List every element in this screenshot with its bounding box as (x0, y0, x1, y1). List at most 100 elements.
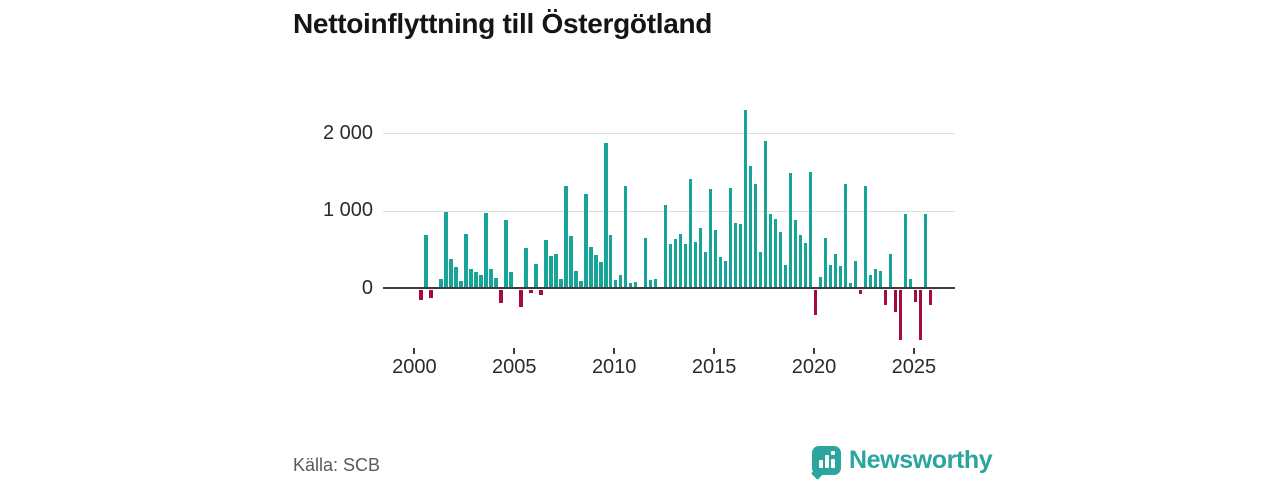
data-bar (818, 277, 823, 288)
data-bar (588, 246, 593, 288)
y-axis-label: 1 000 (322, 199, 373, 222)
data-bar (538, 290, 543, 296)
data-bar (673, 239, 678, 288)
data-bar (553, 253, 558, 288)
data-bar (683, 243, 688, 288)
data-bar (593, 255, 598, 288)
data-bar (733, 222, 738, 288)
data-bar (499, 290, 503, 304)
data-bar (509, 272, 513, 288)
x-axis-tick (513, 348, 516, 354)
data-bar (459, 280, 463, 288)
data-bar (833, 253, 838, 288)
data-bar (603, 142, 608, 288)
data-bar (868, 274, 873, 288)
x-axis-label: 2020 (791, 356, 837, 378)
data-bar (474, 272, 478, 288)
data-bar (748, 166, 753, 288)
data-bar (718, 256, 723, 288)
data-bar (454, 267, 458, 288)
data-bar (873, 268, 878, 288)
data-bar (558, 279, 563, 288)
data-bar (543, 239, 548, 288)
data-bar (623, 186, 628, 288)
data-bar (469, 268, 473, 288)
data-bar (848, 282, 853, 288)
data-bar (878, 270, 883, 288)
data-bar (738, 224, 743, 288)
y-axis-label: 0 (361, 277, 373, 299)
data-bar (563, 186, 568, 288)
data-bar (788, 173, 793, 288)
data-bar (908, 279, 913, 288)
data-bar (898, 290, 903, 341)
data-bar (813, 290, 818, 315)
speech-bubble-tail (811, 466, 824, 480)
x-axis-tick (413, 348, 416, 354)
data-bar (773, 218, 778, 288)
data-bar (763, 141, 768, 288)
data-bar (918, 290, 923, 341)
data-bar (678, 234, 683, 288)
data-bar (613, 280, 618, 288)
data-bar (583, 194, 588, 288)
data-bar (653, 279, 658, 288)
data-bar (778, 232, 783, 288)
data-bar (578, 280, 583, 288)
data-bar (484, 212, 488, 288)
data-bar (823, 237, 828, 288)
data-bar (768, 214, 773, 288)
data-bar (708, 188, 713, 288)
data-bar (693, 241, 698, 288)
plot-area: 2000 2005 2010 2015 2020 2025 (383, 100, 955, 400)
data-bar (668, 243, 673, 288)
data-bar (504, 219, 508, 288)
data-bar (928, 290, 933, 305)
newsworthy-wordmark: Newsworthy (849, 445, 993, 474)
data-bar (728, 187, 733, 288)
data-bar (858, 290, 863, 294)
data-bar (863, 186, 868, 288)
data-bar (903, 214, 908, 288)
x-axis-label: 2005 (492, 356, 537, 378)
data-bar (703, 252, 708, 288)
x-axis-label: 2010 (591, 356, 637, 378)
data-bar (688, 179, 693, 288)
data-bar (808, 172, 813, 288)
data-bar (439, 279, 443, 288)
data-bar (663, 205, 668, 288)
data-bar (843, 184, 848, 288)
data-bar (419, 290, 423, 301)
data-bar (713, 229, 718, 288)
data-bar (494, 278, 498, 288)
data-bar (793, 219, 798, 288)
data-bar (528, 290, 533, 294)
y-axis-label: 2 000 (322, 121, 373, 144)
data-bar (923, 214, 928, 288)
data-bar (913, 290, 918, 303)
data-bar (568, 236, 573, 288)
source-caption: Källa: SCB (293, 455, 381, 475)
data-bar (783, 264, 788, 288)
data-bar (464, 234, 468, 288)
data-bar (893, 290, 898, 313)
data-bar (633, 282, 638, 288)
x-axis-label: 2000 (392, 356, 437, 378)
data-bar (803, 243, 808, 288)
newsworthy-logo-icon (811, 445, 841, 480)
bar-chart-icon (819, 459, 823, 468)
data-bar (758, 251, 763, 288)
data-bar (518, 290, 523, 307)
data-bar (548, 256, 553, 288)
data-bar (828, 264, 833, 288)
data-bar (643, 237, 648, 288)
x-axis-tick (613, 348, 616, 354)
data-bar (838, 265, 843, 288)
data-bar (573, 270, 578, 288)
x-axis-tick (813, 348, 815, 354)
x-axis-tick (912, 348, 915, 354)
data-bar (449, 259, 453, 288)
data-bar (883, 290, 888, 305)
data-bar (853, 260, 858, 288)
data-bar (798, 235, 803, 288)
